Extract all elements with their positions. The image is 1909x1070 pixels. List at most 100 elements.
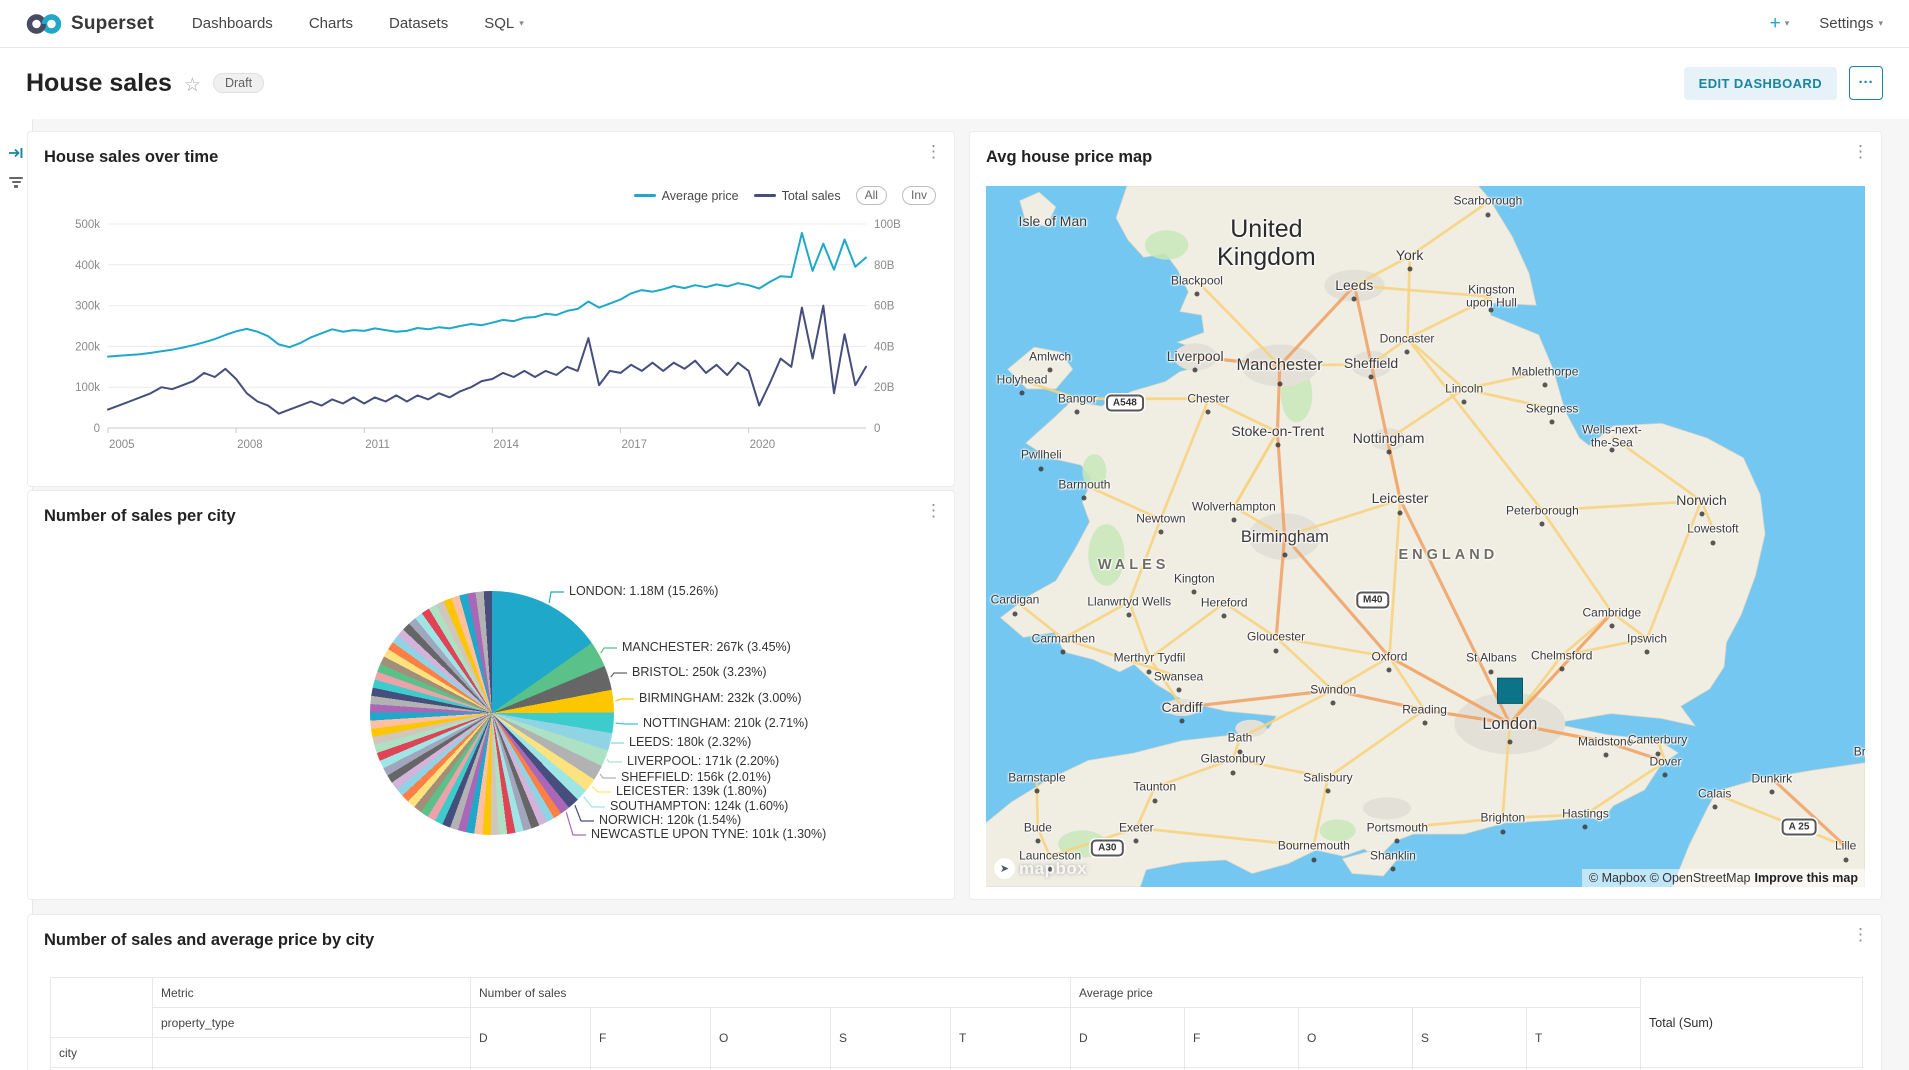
map-title: Avg house price map	[986, 148, 1153, 166]
chart-kebab-menu[interactable]: ⋮	[925, 142, 942, 161]
road-shield: A 25	[1781, 818, 1817, 836]
map-place-dot	[1074, 409, 1080, 415]
map-place-dot	[1035, 838, 1041, 844]
svg-text:2020: 2020	[750, 439, 776, 451]
property-type-col: D	[470, 1007, 591, 1068]
nav-item-charts[interactable]: Charts	[308, 15, 353, 32]
more-options-button[interactable]: ···	[1849, 66, 1883, 100]
osm-attribution-link[interactable]: © OpenStreetMap	[1649, 871, 1751, 885]
map-place-dot	[1192, 367, 1198, 373]
nav-item-datasets[interactable]: Datasets	[389, 15, 449, 32]
map-place-dot	[1034, 788, 1040, 794]
map-base-layer	[986, 186, 1865, 887]
new-item-button[interactable]: + ▾	[1770, 13, 1790, 35]
pie-chart-title: Number of sales per city	[44, 507, 236, 525]
map-place-dot	[1507, 739, 1513, 745]
svg-text:2011: 2011	[365, 439, 390, 451]
nav-item-sql-label: SQL	[484, 15, 515, 32]
parks	[1058, 230, 1356, 858]
table-row: ABBOTS LANGLEY539635268411.12k555k202k74…	[50, 1067, 1863, 1070]
property-type-col: O	[710, 1007, 831, 1068]
filter-icon[interactable]	[9, 177, 23, 188]
property-type-corner: property_type	[152, 1007, 471, 1038]
map-view[interactable]: Isle of Man United Kingdom Scarborough York…	[986, 186, 1865, 887]
superset-logo[interactable]: Superset	[26, 12, 154, 36]
pie-chart[interactable]	[370, 591, 614, 835]
pie-slice-label: BIRMINGHAM: 232k (3.00%)	[639, 691, 802, 705]
map-place-dot	[1237, 749, 1243, 755]
svg-text:500k: 500k	[75, 219, 100, 231]
map-place-dot	[1407, 266, 1413, 272]
draft-badge: Draft	[212, 73, 265, 93]
improve-map-link[interactable]: Improve this map	[1754, 871, 1859, 885]
chevron-down-icon: ▾	[519, 18, 524, 28]
landmass	[986, 186, 1865, 887]
property-type-col: S	[1412, 1007, 1527, 1068]
property-type-col: F	[590, 1007, 711, 1068]
mapbox-logo-icon: ➤	[994, 858, 1015, 879]
legend-all-button[interactable]: All	[855, 186, 887, 205]
svg-text:300k: 300k	[75, 301, 100, 313]
map-place-dot	[1277, 381, 1283, 387]
page-title: House sales	[26, 68, 172, 97]
map-place-dot	[1205, 409, 1211, 415]
map-place-dot	[1368, 374, 1374, 380]
property-type-col: T	[1525, 1007, 1642, 1068]
city-corner: city	[50, 1037, 153, 1068]
group-header: Number of sales	[470, 977, 1071, 1008]
mapbox-attribution-link[interactable]: © Mapbox	[1588, 871, 1647, 885]
legend-inv-button[interactable]: Inv	[901, 186, 936, 205]
favorite-star-icon[interactable]: ☆	[183, 74, 201, 96]
chart-legend: Average price Total sales All Inv	[633, 186, 936, 205]
property-type-col: F	[1184, 1007, 1299, 1068]
map-place-dot	[1275, 442, 1281, 448]
pivot-table-title: Number of sales and average price by cit…	[44, 931, 375, 949]
header-actions: EDIT DASHBOARD ···	[1683, 66, 1883, 100]
line-chart-card: House sales over time ⋮ Average price To…	[27, 131, 955, 487]
svg-text:0: 0	[874, 423, 880, 435]
map-place-dot	[1325, 788, 1331, 794]
chevron-down-icon: ▾	[1784, 18, 1790, 28]
nav-item-dashboards[interactable]: Dashboards	[191, 15, 273, 32]
pie-chart-card: Number of sales per city ⋮ LONDON: 1.18M…	[27, 490, 955, 900]
chevron-down-icon: ▾	[1878, 18, 1883, 28]
chart-kebab-menu[interactable]: ⋮	[925, 501, 942, 520]
pie-slice-label: LEEDS: 180k (2.32%)	[629, 735, 752, 749]
map-data-marker[interactable]	[1496, 678, 1523, 705]
map-place-dot	[1330, 700, 1336, 706]
map-place-dot	[1710, 540, 1716, 546]
plus-icon: +	[1769, 12, 1781, 34]
pie-slice-label: SHEFFIELD: 156k (2.01%)	[621, 770, 772, 784]
settings-menu[interactable]: Settings ▾	[1819, 15, 1883, 32]
map-place-dot	[1311, 857, 1317, 863]
svg-text:2014: 2014	[493, 439, 519, 451]
pivot-table: Metric Number of sales Average price Total …	[50, 977, 1863, 1070]
map-place-dot	[1549, 419, 1555, 425]
line-chart-plot[interactable]: 0 100k 200k 300k 400k 500k 0 20B 40B 60B 80B 100B 20…	[38, 208, 928, 464]
map-place-dot	[1231, 517, 1237, 523]
legend-label: Average price	[661, 188, 739, 203]
chart-kebab-menu[interactable]: ⋮	[1852, 142, 1869, 161]
edit-dashboard-button[interactable]: EDIT DASHBOARD	[1683, 66, 1837, 100]
map-place-dot	[1273, 648, 1279, 654]
map-place-dot	[1422, 720, 1428, 726]
expand-filter-bar-icon[interactable]	[8, 145, 24, 161]
map-place-dot	[1038, 466, 1044, 471]
dashboard-body: House sales over time ⋮ Average price To…	[0, 119, 1909, 1070]
svg-text:40B: 40B	[874, 341, 895, 353]
map-place-dot	[1485, 212, 1491, 218]
pie-slice-label: NORWICH: 120k (1.54%)	[599, 813, 742, 827]
mapbox-logo[interactable]: ➤ mapbox	[994, 858, 1087, 879]
nav-item-sql[interactable]: SQL ▾	[484, 15, 524, 32]
map-place-dot	[1012, 611, 1018, 617]
svg-text:2008: 2008	[237, 439, 263, 451]
svg-text:2005: 2005	[109, 439, 135, 451]
map-place-dot	[1699, 511, 1704, 517]
legend-item-average-price[interactable]: Average price	[633, 188, 739, 203]
map-place-dot	[1060, 649, 1066, 655]
map-place-dot	[1559, 666, 1565, 672]
map-place-dot	[1488, 669, 1494, 675]
legend-item-total-sales[interactable]: Total sales	[753, 189, 841, 203]
chart-kebab-menu[interactable]: ⋮	[1852, 925, 1869, 944]
map-place-dot	[1655, 751, 1661, 757]
